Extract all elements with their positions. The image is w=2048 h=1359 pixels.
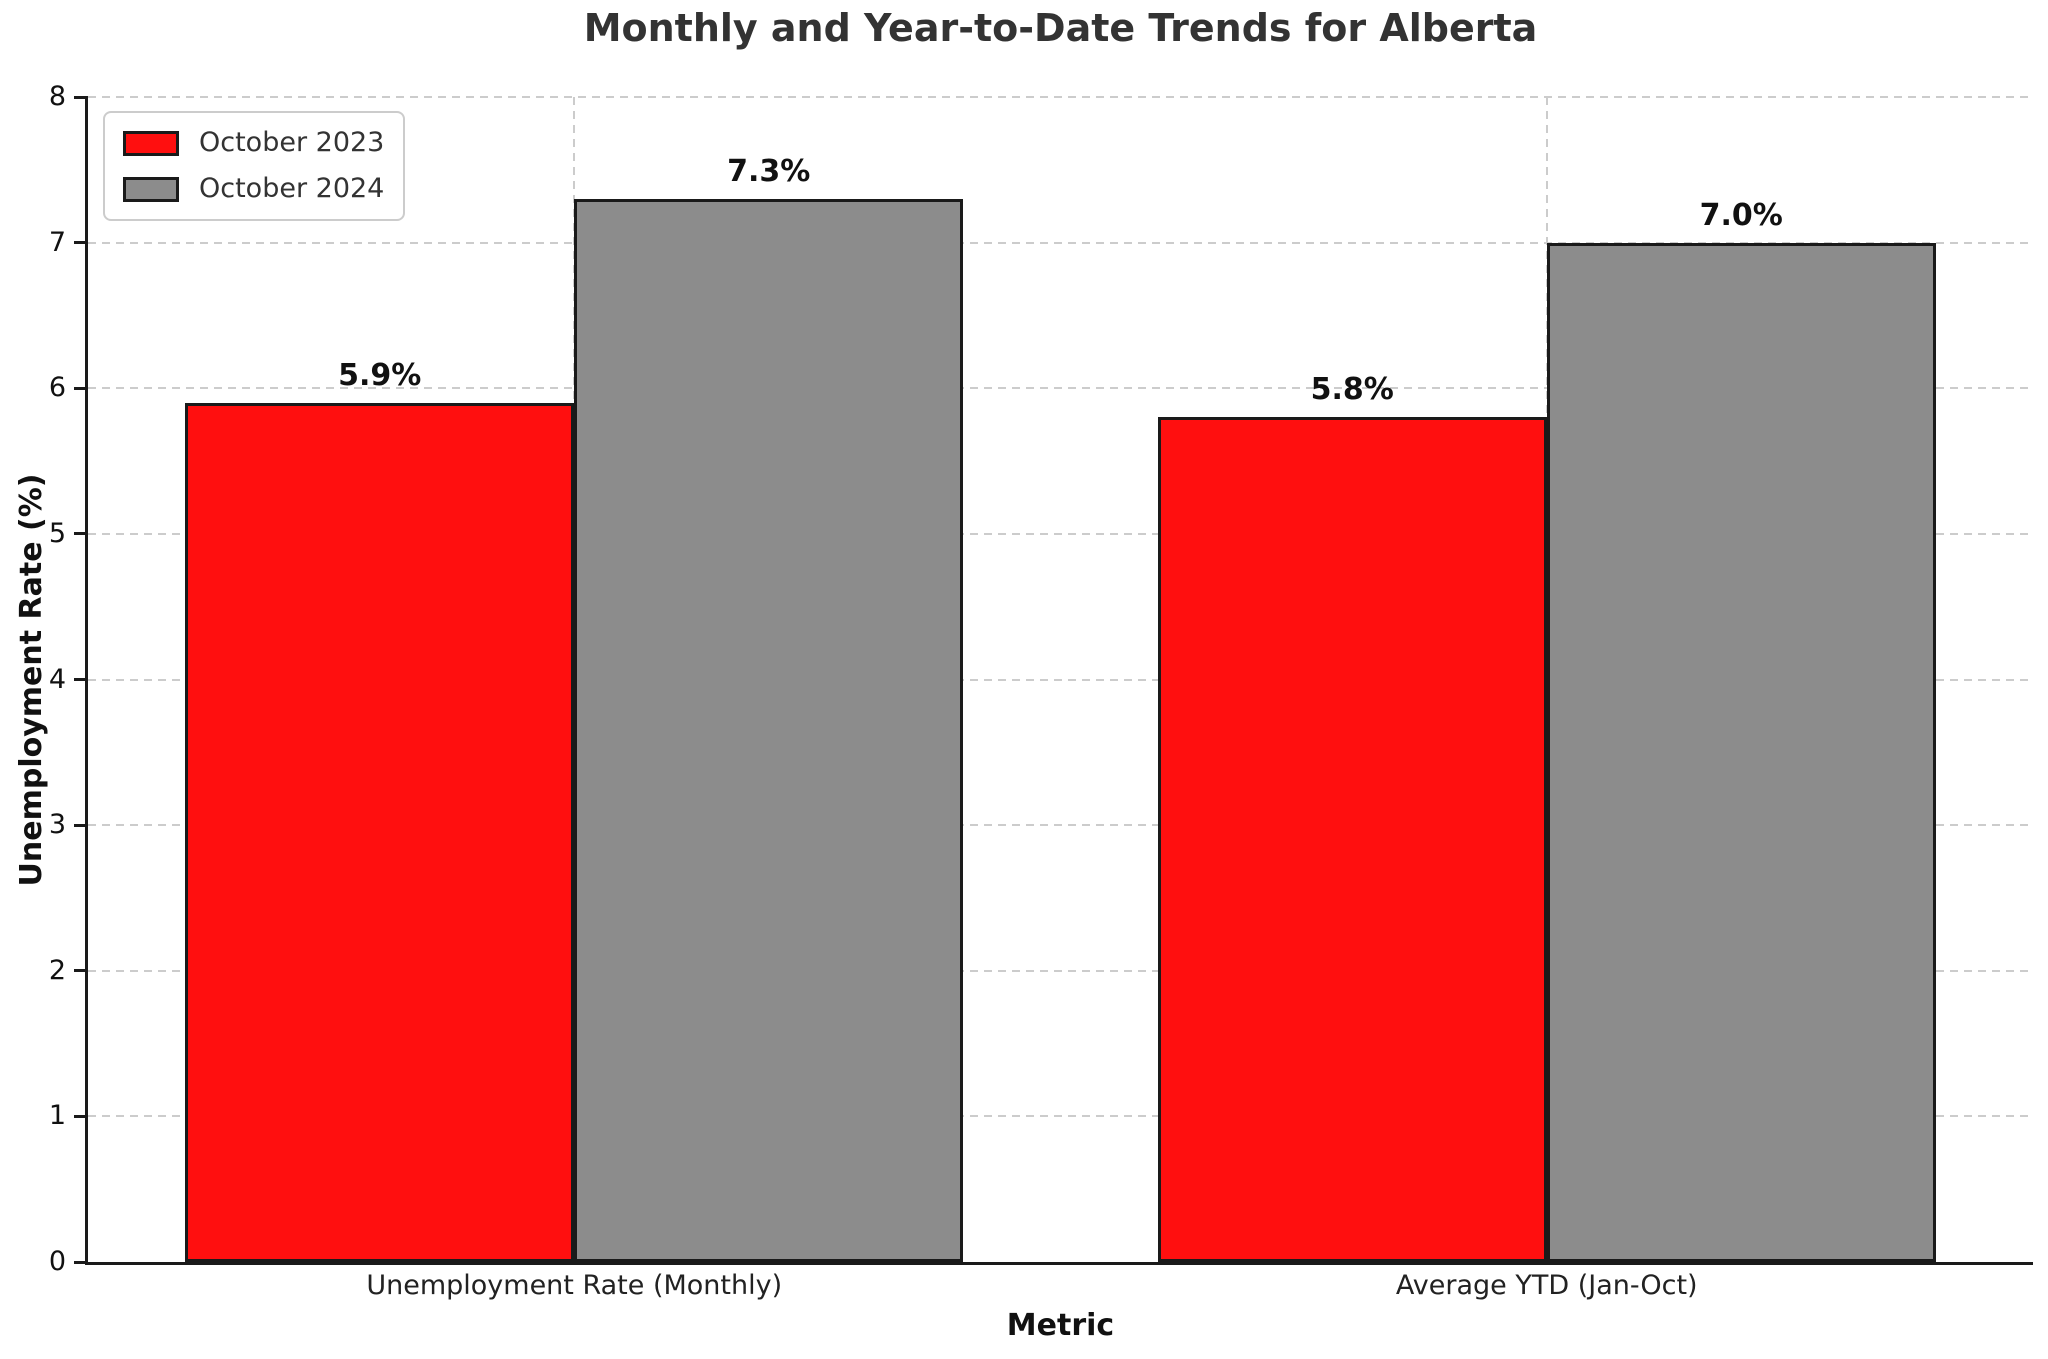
x-category-label-average-ytd-jan-oct: Average YTD (Jan-Oct) [1395, 1270, 1698, 1301]
legend: October 2023 October 2024 [103, 111, 405, 221]
y-tick-5 [74, 532, 88, 536]
bar-october-2023-unemployment-rate-monthly [185, 402, 575, 1262]
bottom-axis-spine [85, 1262, 2033, 1265]
y-tick-label-4: 4 [48, 663, 66, 695]
y-tick-2 [74, 969, 88, 973]
y-gridline-6 [88, 387, 2033, 390]
y-tick-4 [74, 678, 88, 681]
legend-item-october-2023: October 2023 [123, 127, 385, 159]
y-tick-1 [74, 1114, 88, 1118]
y-tick-label-7: 7 [48, 226, 66, 258]
y-tick-label-1: 1 [48, 1100, 66, 1132]
y-tick-label-8: 8 [48, 81, 66, 112]
y-tick-label-5: 5 [48, 517, 66, 549]
value-label-october-2023-unemployment-rate-monthly: 5.9% [338, 357, 422, 393]
bar-october-2023-average-ytd-jan-oct [1157, 417, 1547, 1262]
y-tick-label-3: 3 [48, 809, 66, 841]
y-tick-label-2: 2 [48, 954, 66, 986]
x-category-label-unemployment-rate-monthly: Unemployment Rate (Monthly) [366, 1270, 783, 1301]
y-gridline-1 [88, 1115, 2033, 1118]
legend-swatch-october-2023 [123, 130, 179, 156]
y-gridline-4 [88, 678, 2033, 681]
y-tick-label-6: 6 [48, 372, 66, 404]
y-tick-3 [74, 823, 88, 827]
y-gridline-3 [88, 824, 2033, 827]
left-axis-spine [85, 97, 88, 1265]
value-label-october-2023-average-ytd-jan-oct: 5.8% [1310, 372, 1394, 408]
y-gridline-5 [88, 532, 2033, 535]
plot-area: October 2023 October 2024 5.9% 5.8% 7.3% 7.… [85, 96, 2033, 1265]
y-tick-0 [74, 1260, 88, 1264]
y-tick-7 [74, 241, 88, 245]
legend-label-october-2023: October 2023 [199, 127, 385, 158]
bar-october-2024-unemployment-rate-monthly [574, 198, 964, 1262]
legend-swatch-october-2024 [123, 176, 179, 202]
bar-october-2024-average-ytd-jan-oct [1546, 242, 1936, 1262]
legend-label-october-2024: October 2024 [199, 173, 385, 204]
value-label-october-2024-average-ytd-jan-oct: 7.0% [1699, 197, 1783, 233]
y-gridline-7 [88, 241, 2033, 244]
y-tick-8 [74, 95, 88, 99]
x-axis-label: Metric [1006, 1308, 1115, 1343]
chart-title: Monthly and Year-to-Date Trends for Albe… [583, 6, 1538, 50]
y-gridline-8 [88, 96, 2033, 98]
legend-item-october-2024: October 2024 [123, 173, 385, 205]
value-label-october-2024-unemployment-rate-monthly: 7.3% [727, 153, 811, 189]
y-tick-6 [74, 386, 88, 390]
y-tick-label-0: 0 [48, 1246, 66, 1277]
y-gridline-2 [88, 969, 2033, 972]
